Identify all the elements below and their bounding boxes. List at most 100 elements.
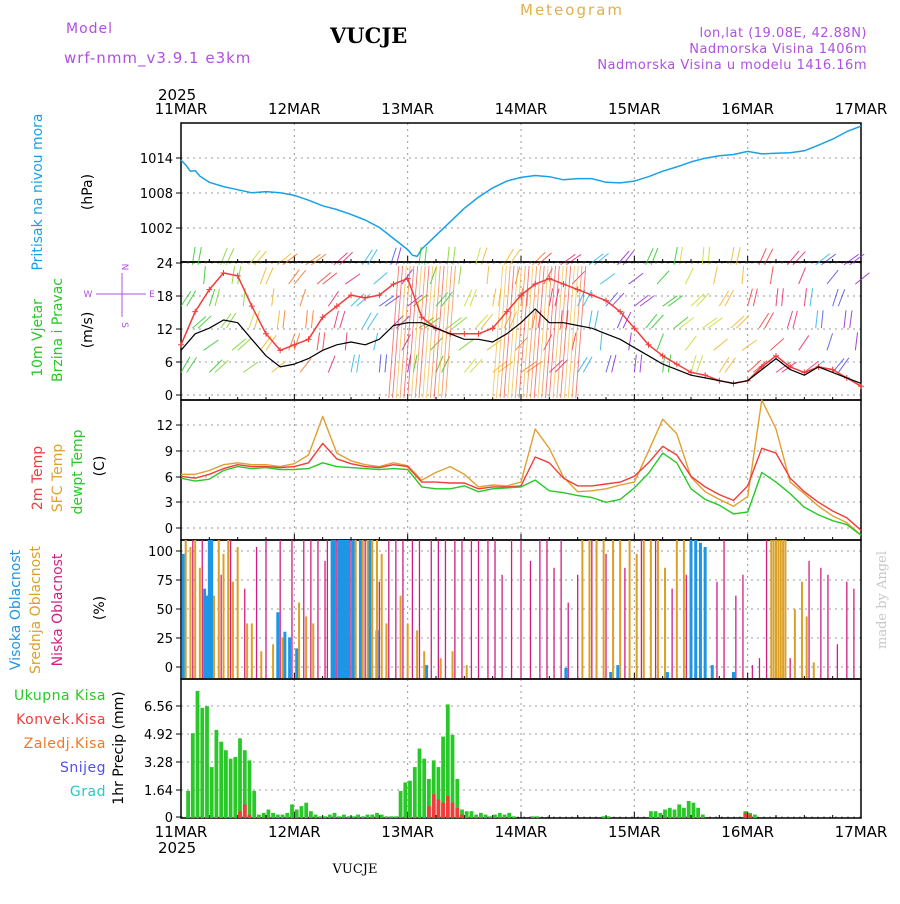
wind-arrow [537,252,552,266]
wind-arrow [803,288,807,307]
precip-total-bar [337,816,342,818]
wind-arrow [186,357,197,373]
elevation-model-label: Nadmorska Visina u modelu 1416.16m [597,58,867,73]
wind-arrow [197,246,202,265]
cloud-panel: 100 75 50 25 0 [148,539,862,680]
precip-total-bar [460,809,464,818]
precip-total-bar [535,816,540,818]
wind-arrow [277,252,292,266]
y-tick-label: 9 [165,445,173,460]
wind-arrow-strong [526,265,538,399]
wind-arrow [475,247,481,265]
precip-total-bar [658,812,663,818]
x-tick-label-top: 16MAR [721,100,774,118]
wind-arrow-strong [529,265,541,399]
precip-total-bar [299,806,304,818]
wind-arrow-strong [575,265,587,399]
wind-arrow [645,248,654,265]
wind-arrow [605,354,612,373]
wind-arrow [452,316,468,329]
precip-total-bar [271,812,275,818]
wind-arrow-strong [552,265,564,399]
precip-total-bar [677,804,682,818]
wind-arrow [679,317,695,329]
precip-legend-total: Ukupna Kisa [14,688,106,704]
wind-arrow [509,249,521,266]
wind-arrow-strong [418,265,430,399]
temp-title2: SFC Temp [50,444,66,513]
precip-total-bar [238,738,242,818]
wind-arrow [837,289,846,307]
wind-arrow [243,361,259,373]
precip-panel: 6.56 4.92 3.28 1.64 0 [144,678,862,826]
wind-arrow [310,310,314,329]
wind-arrow [781,288,784,307]
y-tick-label: 6 [165,471,173,486]
wind-arrow [463,289,473,307]
precip-conv-bar [436,799,441,818]
precip-total-bar [691,802,696,818]
y-tick-label: 1008 [140,187,173,202]
precip-total-bar [257,814,261,818]
wind-arrow [758,312,770,329]
wind-arrow [600,273,616,285]
x-tick-label-top: 12MAR [268,100,321,118]
x-axis-top: 11MAR 12MAR 13MAR 14MAR 15MAR 16MAR 17MAR [155,100,888,118]
wind-arrow [192,316,207,329]
compass-e: E [149,290,155,300]
precip-total-bar [412,767,417,818]
cloud-title3: Niska Oblacnost [50,553,66,666]
precip-total-bar [606,816,611,818]
wind-title2: Brzina i Pravac [50,278,66,382]
wind-arrow [316,332,321,351]
y-tick-label: 1014 [140,152,173,167]
precip-conv-bar [247,814,252,818]
wind-arrow [418,317,434,329]
wind-arrow [724,357,736,373]
precip-total-bar [360,816,365,818]
wind-arrow [798,267,806,285]
wind-arrow [208,359,223,373]
wind-arrow [815,310,819,329]
precip-total-bar [445,704,450,818]
mean-wind-line [180,308,862,384]
wind-arrow [701,246,705,265]
wind-arrow [673,316,689,329]
model-label: Model [66,21,113,37]
precip-total-bar [327,814,332,818]
wind-arrow [214,288,221,307]
wind-arrow [730,315,745,329]
precip-total-bar [228,758,233,818]
wind-arrow [820,310,824,329]
precip-total-bar [356,814,360,818]
wind-arrow [469,289,477,307]
wind-arrow [526,288,529,307]
wind-arrow [401,334,411,351]
wind-arrow [486,266,490,285]
wind-arrow [798,335,810,351]
wind-arrow [480,313,493,329]
compass-n: N [119,264,129,271]
wind-arrow [611,354,617,373]
wind-arrow [458,339,474,351]
wind-arrow [594,310,599,329]
wind-arrow [582,289,593,307]
wind-arrow [435,355,444,373]
wind-arrow [662,295,678,307]
wind-arrow [214,359,229,373]
t2m-line [180,442,862,531]
wind-arrow [747,359,762,373]
wind-arrow [373,271,388,285]
wind-arrow-strong [567,265,579,399]
panel-frame [180,261,862,401]
wind-arrow [571,332,577,351]
precip-total-bar [653,811,658,818]
precip-legend-frozen: Zaledj.Kisa [24,736,106,752]
wind-arrow [384,295,401,307]
wind-arrow-strong [492,265,504,399]
precip-total-bar [375,812,379,818]
wind-arrow [826,269,839,285]
wind-arrow [344,332,348,351]
precip-total-bar [280,814,285,818]
wind-arrow-strong [410,265,422,399]
